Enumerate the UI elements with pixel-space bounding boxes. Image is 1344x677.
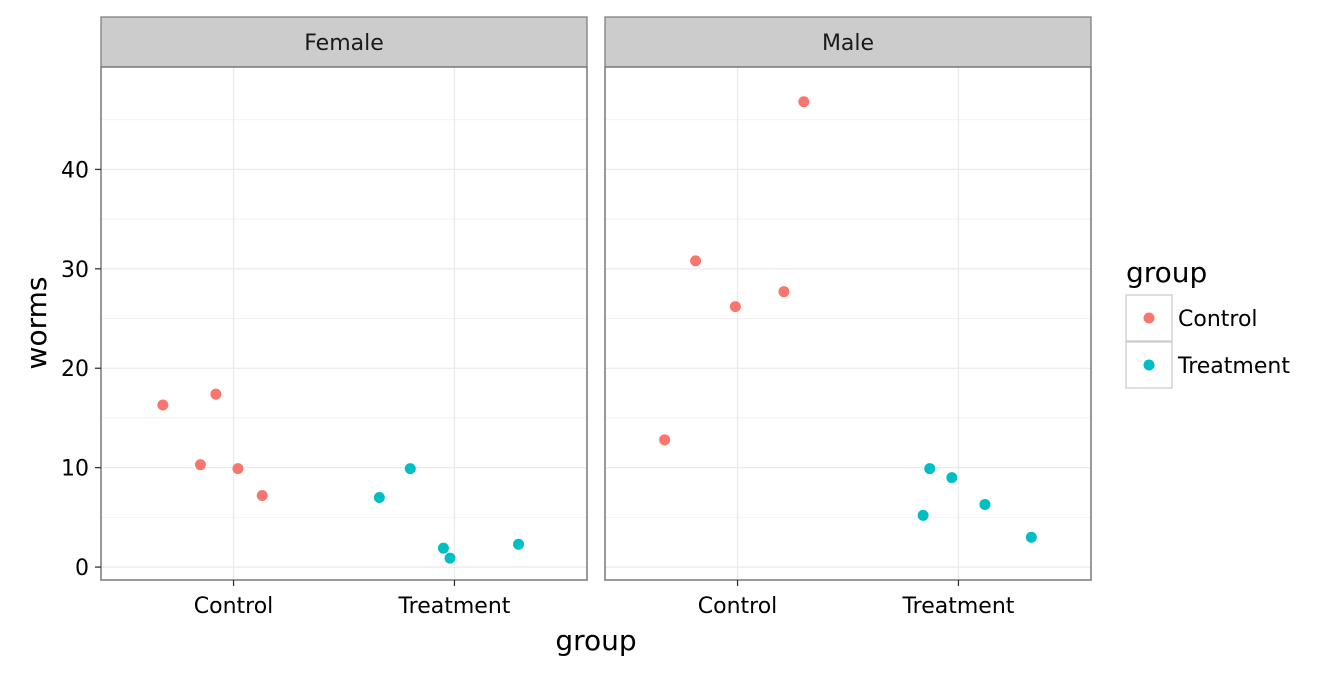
- y-tick-label: 20: [61, 357, 89, 382]
- y-tick-label: 40: [61, 158, 89, 183]
- x-tick-label: Treatment: [397, 594, 510, 619]
- data-point: [1025, 531, 1037, 543]
- data-point: [946, 472, 958, 484]
- y-tick-label: 30: [61, 258, 89, 283]
- panel-border: [100, 66, 588, 581]
- data-point: [798, 96, 810, 108]
- data-point: [373, 491, 385, 503]
- facet-panel-male: Male Control Treatment: [604, 16, 1092, 619]
- data-point: [157, 399, 169, 411]
- data-point: [437, 542, 449, 554]
- facet-label: Male: [822, 31, 874, 56]
- data-point: [778, 286, 790, 298]
- x-tick-label: Treatment: [901, 594, 1014, 619]
- data-point: [917, 509, 929, 521]
- data-point: [256, 489, 268, 501]
- data-point: [210, 388, 222, 400]
- facet-label: Female: [304, 31, 384, 56]
- legend-label: Treatment: [1177, 354, 1290, 379]
- legend-key-point: [1143, 359, 1155, 371]
- x-axis-title: group: [555, 624, 636, 657]
- y-axis-title: worms: [20, 277, 53, 370]
- data-point: [404, 463, 416, 475]
- data-point: [924, 463, 936, 475]
- data-point: [659, 434, 671, 446]
- data-point: [729, 301, 741, 313]
- data-point: [194, 459, 206, 471]
- plot-background: [101, 67, 587, 580]
- plot-background: [605, 67, 1091, 580]
- data-point: [444, 552, 456, 564]
- data-point: [232, 463, 244, 475]
- data-point: [979, 498, 991, 510]
- panel-border: [604, 66, 1092, 581]
- legend-title: group: [1126, 256, 1207, 289]
- data-point: [690, 255, 702, 267]
- facet-strip: [604, 16, 1092, 68]
- data-point: [513, 538, 525, 550]
- facet-panel-female: Female Control Treatment: [100, 16, 588, 619]
- x-tick-label: Control: [698, 594, 778, 619]
- y-tick-label: 0: [75, 556, 89, 581]
- legend-key-point: [1143, 312, 1155, 324]
- legend: group Control Treatment: [1125, 256, 1290, 389]
- x-tick-label: Control: [194, 594, 274, 619]
- legend-label: Control: [1178, 307, 1258, 332]
- y-tick-label: 10: [61, 457, 89, 482]
- facet-strip: [100, 16, 588, 68]
